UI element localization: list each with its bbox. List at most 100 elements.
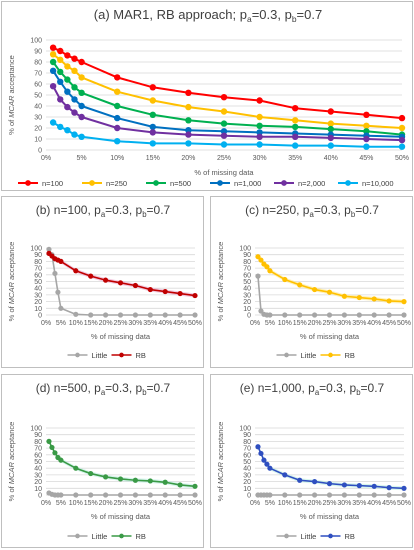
legend-marker	[75, 533, 80, 539]
data-point	[147, 312, 153, 318]
chart-a-svg: (a) MAR1, RB approach; pa=0.3, pb=0.7 0 10…	[7, 7, 409, 188]
legend-marker	[217, 180, 223, 186]
data-point	[220, 132, 228, 139]
y-axis-label-part: acceptance	[7, 55, 16, 95]
y-tick-label: 100	[30, 38, 42, 45]
data-point	[132, 282, 138, 289]
data-point	[261, 457, 267, 463]
legend-label: n=100	[42, 179, 63, 188]
chart-panel-b: (b) n=100, pa=0.3, pb=0.7 0 10 20 30 40 50 60 70…	[1, 196, 204, 368]
data-point	[88, 312, 94, 318]
x-tick-label: 15%	[146, 155, 160, 162]
x-tick-label: 0%	[41, 500, 51, 507]
data-point	[297, 477, 303, 483]
y-axis-label-part: acceptance	[216, 422, 225, 462]
data-point	[49, 119, 57, 126]
title-part: (d) n=500, p	[36, 381, 101, 395]
legend-marker	[89, 180, 95, 186]
data-point	[312, 492, 318, 498]
x-tick-label: 25%	[217, 155, 231, 162]
data-point	[292, 117, 299, 124]
x-tick-label: 15%	[293, 500, 307, 507]
data-point	[297, 492, 303, 498]
data-point	[49, 58, 57, 66]
data-point	[88, 470, 94, 477]
data-point	[256, 113, 263, 121]
data-point	[341, 482, 347, 488]
data-point	[71, 67, 78, 75]
x-tick-label: 10%	[278, 500, 292, 507]
y-tick-label: 60	[243, 272, 251, 279]
data-point	[117, 280, 124, 286]
title-part: (a) MAR1, RB approach; p	[94, 7, 247, 22]
data-point	[256, 133, 263, 140]
data-point	[312, 479, 318, 485]
data-point	[71, 84, 78, 91]
x-tick-label: 5%	[77, 155, 87, 162]
data-point	[132, 477, 138, 483]
data-point	[103, 474, 109, 480]
x-tick-label: 20%	[181, 155, 195, 162]
y-tick-label: 40	[34, 104, 42, 111]
data-point	[185, 103, 192, 111]
data-point	[267, 465, 273, 471]
data-point	[341, 293, 347, 299]
legend-marker	[119, 533, 124, 539]
y-axis-label-part: MCAR	[7, 95, 16, 118]
y-axis-label-part: MCAR	[216, 282, 225, 305]
data-point	[78, 74, 85, 81]
x-tick-label: 10%	[110, 155, 124, 162]
y-tick-label: 60	[34, 82, 42, 89]
x-tick-label: 35%	[352, 320, 366, 327]
y-tick-label: 0	[38, 493, 42, 500]
data-point	[117, 492, 124, 498]
x-tick-label: 10%	[69, 500, 83, 507]
y-axis-label-part: % of	[7, 304, 16, 321]
x-tick-label: 25%	[322, 320, 336, 327]
data-point	[282, 276, 288, 283]
data-point	[52, 450, 58, 456]
x-tick-label: 30%	[337, 320, 351, 327]
legend-label: Little	[301, 532, 317, 541]
chart-panel-a: (a) MAR1, RB approach; pa=0.3, pb=0.7 0 10…	[1, 1, 413, 191]
data-point	[267, 268, 273, 274]
data-point	[398, 124, 406, 132]
series-line	[52, 70, 403, 138]
data-point	[363, 122, 370, 129]
x-axis-label: % of missing data	[300, 332, 360, 341]
data-point	[326, 481, 333, 487]
data-point	[282, 492, 288, 498]
y-tick-label: 10	[34, 486, 42, 493]
title-part: =0.7	[147, 381, 171, 395]
legend-label: n=1,000	[234, 179, 261, 188]
title-subscript: a	[247, 14, 252, 24]
data-point	[327, 108, 334, 115]
data-point	[132, 312, 138, 318]
x-axis-label: % of missing data	[91, 332, 151, 341]
x-tick-label: 45%	[173, 500, 187, 507]
y-axis-label: % of MCAR acceptance	[216, 422, 225, 502]
title-part: =0.3, p	[252, 7, 292, 22]
y-axis-label: % of MCAR acceptance	[216, 242, 225, 322]
x-tick-label: 20%	[308, 500, 322, 507]
chart-panel-c: (c) n=250, pa=0.3, pb=0.7 0 10 20 30 40 50 60 70…	[210, 196, 413, 368]
data-point	[292, 142, 299, 149]
legend-marker	[281, 180, 287, 186]
legend-marker	[345, 180, 351, 186]
data-point	[52, 270, 58, 277]
data-point	[114, 114, 121, 122]
data-point	[117, 312, 124, 318]
x-tick-label: 35%	[143, 500, 157, 507]
legend-marker	[153, 180, 159, 186]
data-point	[58, 492, 64, 498]
x-axis-label: % of missing data	[300, 512, 360, 521]
chart-title: (b) n=100, pa=0.3, pb=0.7	[36, 203, 171, 219]
data-point	[255, 273, 261, 279]
x-tick-label: 15%	[293, 320, 307, 327]
legend-label: n=250	[106, 179, 127, 188]
data-point	[103, 277, 109, 283]
data-point	[292, 105, 299, 112]
data-point	[71, 96, 78, 103]
legend-label: n=2,000	[298, 179, 325, 188]
x-tick-label: 5%	[265, 320, 275, 327]
